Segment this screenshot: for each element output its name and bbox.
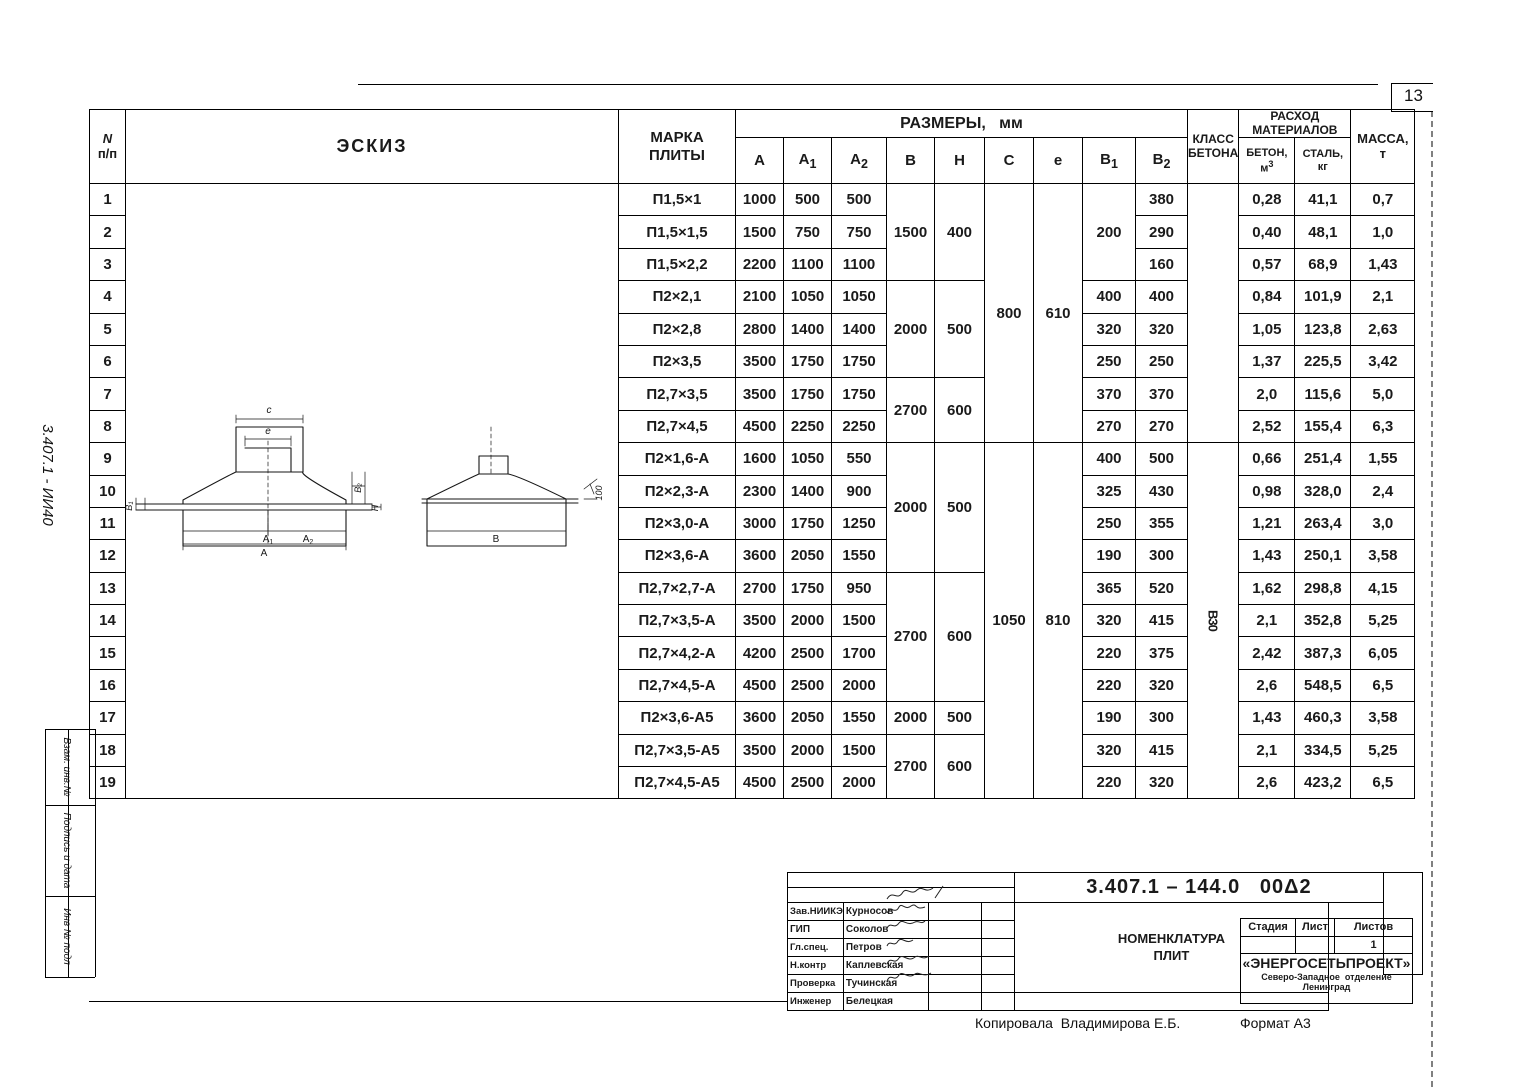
svg-text:c: c [267,405,272,416]
svg-text:100: 100 [594,485,604,500]
svg-text:H: H [370,504,380,511]
svg-text:B: B [493,534,500,545]
svg-text:e: e [265,426,271,437]
svg-text:A: A [261,548,268,559]
